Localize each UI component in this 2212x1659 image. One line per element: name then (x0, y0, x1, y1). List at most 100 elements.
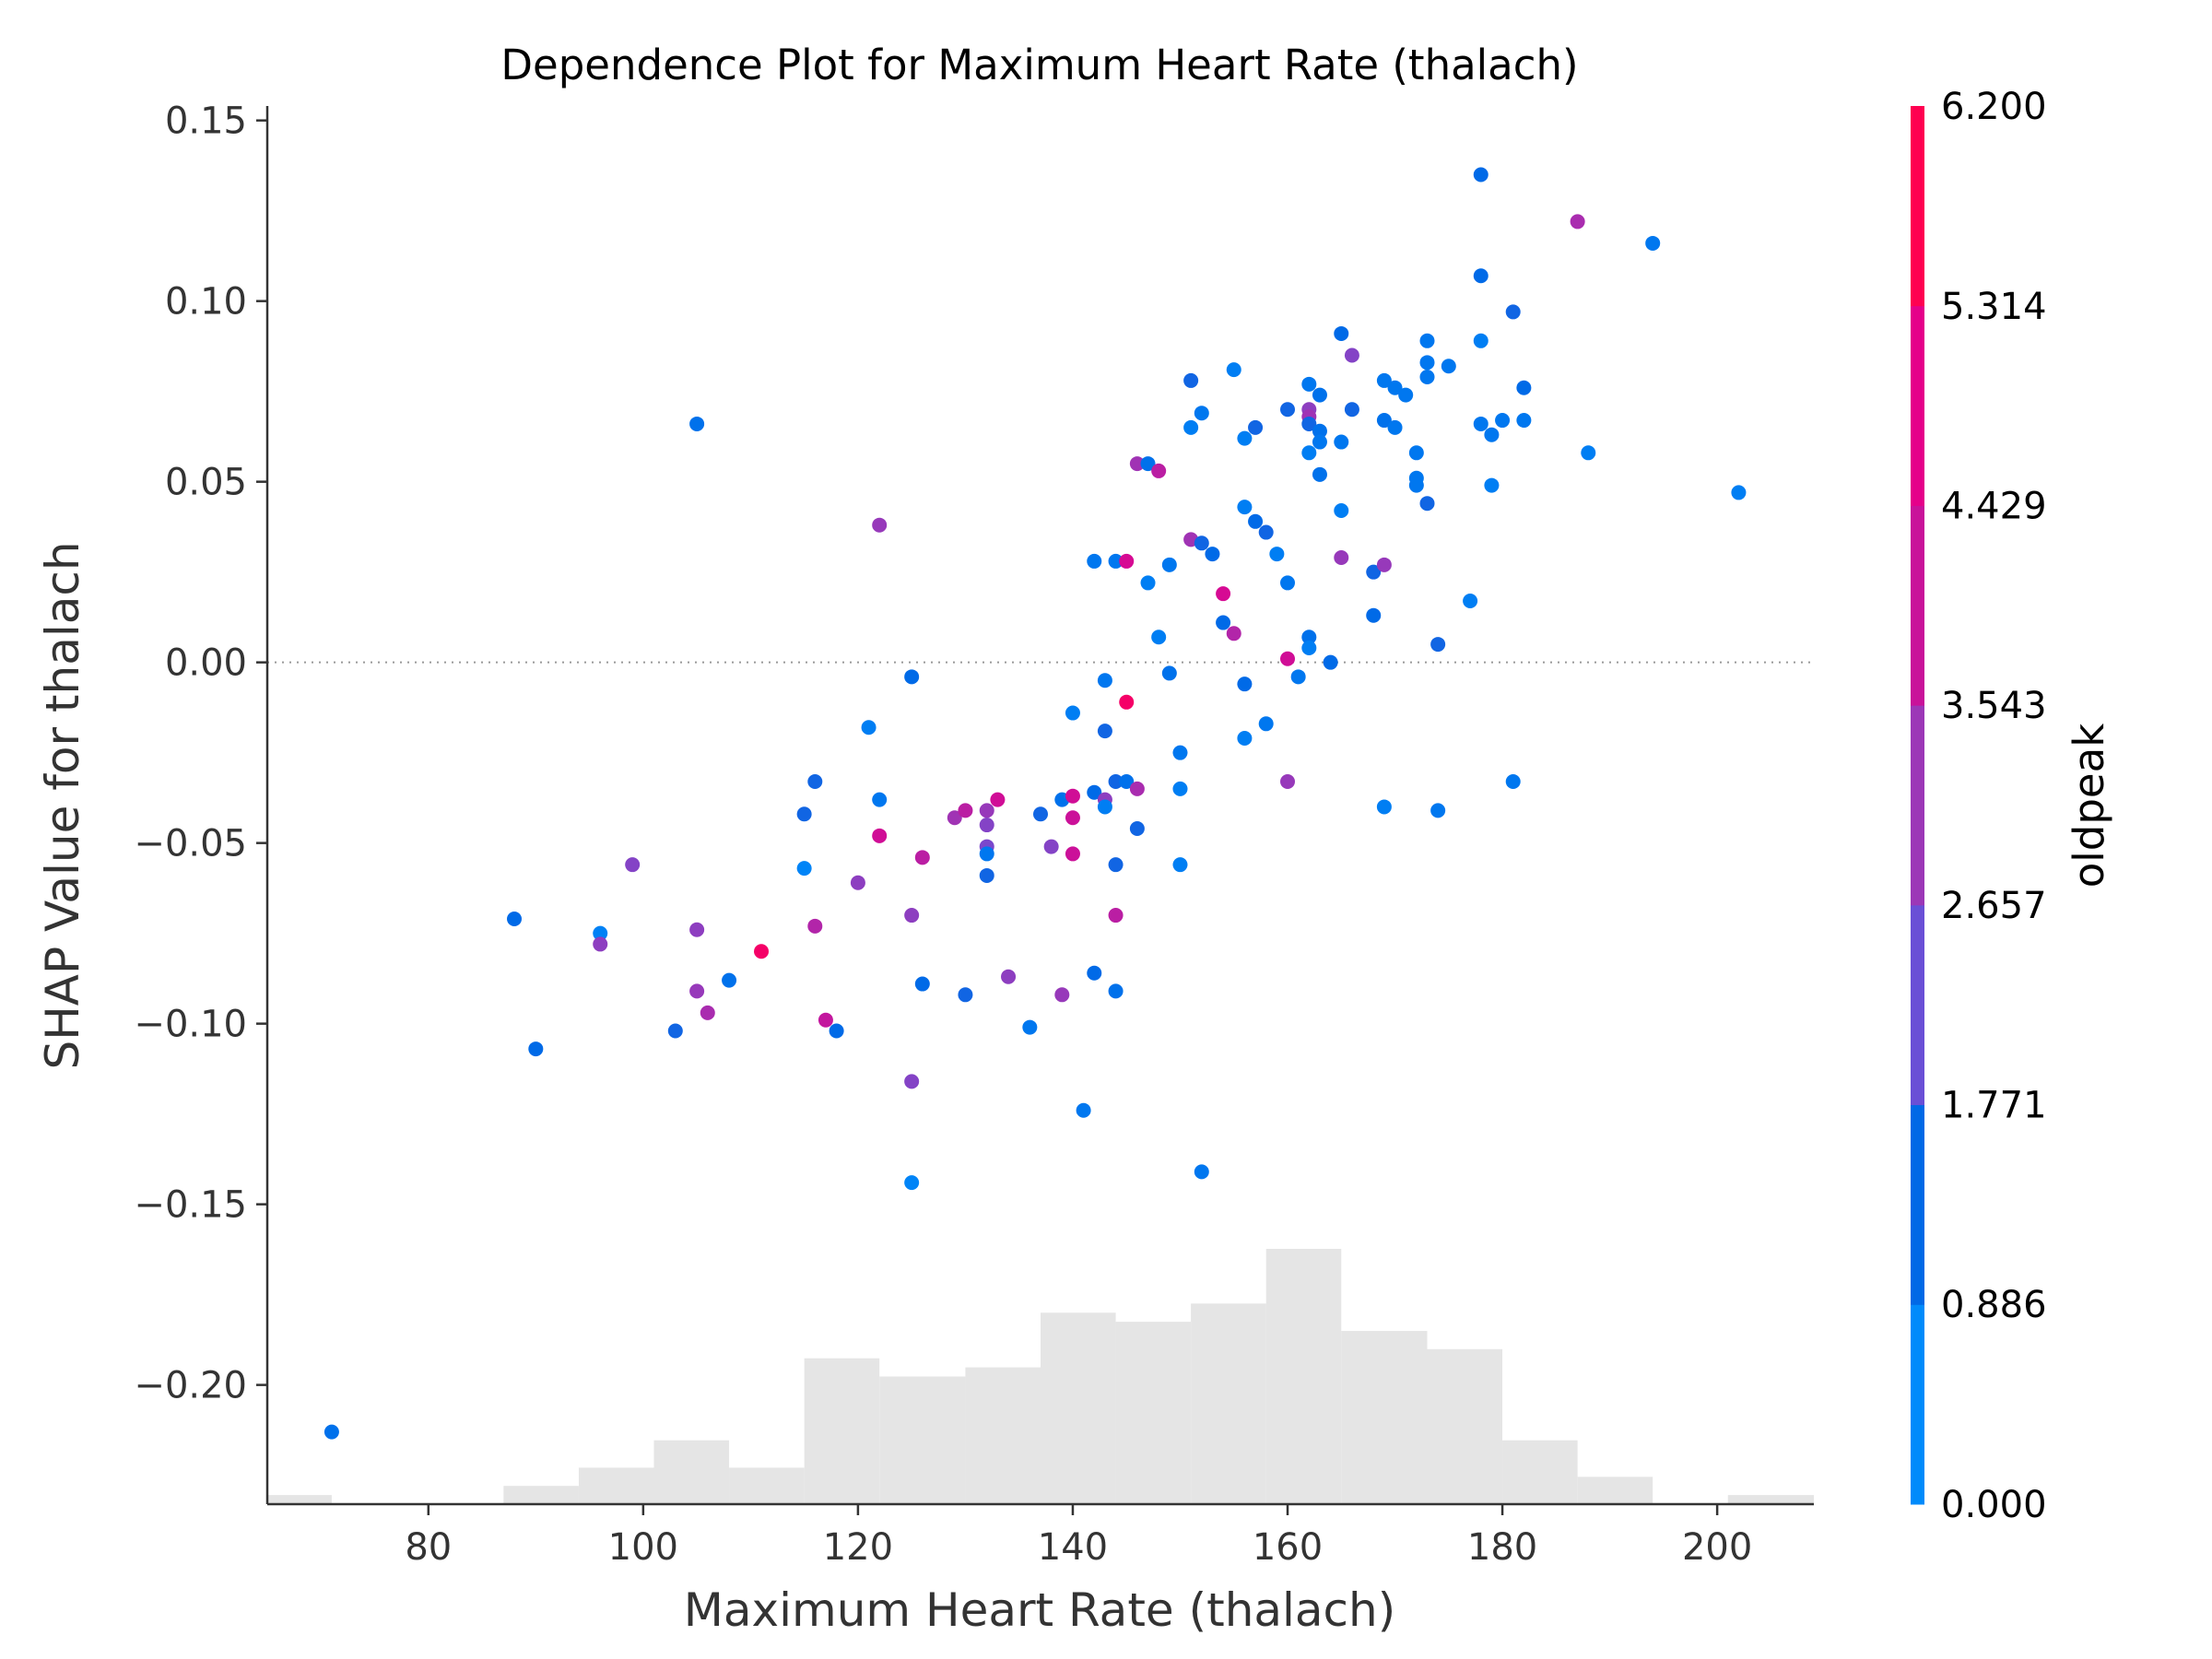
colorbar-tick-label: 6.200 (1941, 86, 2047, 128)
scatter-point (1237, 430, 1253, 446)
scatter-point (1161, 665, 1177, 681)
scatter-point (1216, 586, 1231, 602)
y-tick-label: −0.20 (134, 1365, 247, 1407)
scatter-point (829, 1023, 844, 1039)
scatter-point (850, 875, 865, 890)
histogram-bar (1191, 1303, 1266, 1504)
y-axis-label: SHAP Value for thalach (36, 541, 89, 1069)
scatter-point (1065, 810, 1080, 826)
scatter-point (979, 818, 994, 833)
scatter-point (1376, 413, 1392, 429)
scatter-point (818, 1012, 833, 1028)
scatter-point (1097, 724, 1112, 739)
scatter-point (1334, 549, 1349, 565)
scatter-point (700, 1005, 715, 1020)
x-axis-ticks: 80 100 120 140 160 180 200 (405, 1504, 1752, 1569)
scatter-point (1301, 629, 1317, 645)
scatter-point (1473, 416, 1488, 431)
scatter-point (1312, 387, 1327, 403)
scatter-point (1065, 846, 1080, 862)
scatter-point (754, 944, 770, 959)
scatter-point (1258, 524, 1274, 540)
histogram-bar (267, 1495, 332, 1504)
scatter-point (1248, 513, 1264, 529)
scatter-point (1376, 372, 1392, 388)
scatter-point (1033, 806, 1048, 822)
scatter-point (1108, 553, 1124, 569)
scatter-point (1280, 651, 1296, 666)
scatter-point (1097, 799, 1112, 815)
histogram-bar (578, 1467, 654, 1504)
scatter-point (1484, 477, 1500, 493)
scatter-point (1419, 496, 1435, 512)
histogram-bar (804, 1358, 880, 1504)
scatter-point (1129, 781, 1145, 796)
scatter-point (1237, 730, 1253, 746)
colorbar-tick-label: 4.429 (1941, 485, 2047, 527)
scatter-point (1280, 774, 1296, 790)
colorbar-segment (1911, 1104, 1924, 1305)
x-tick-label: 160 (1253, 1526, 1323, 1569)
scatter-point (904, 908, 920, 924)
y-tick-label: 0.15 (165, 100, 247, 143)
colorbar-tick-label: 5.314 (1941, 286, 2047, 328)
scatter-point (861, 720, 877, 735)
scatter-point (1581, 445, 1596, 461)
scatter-point (1408, 445, 1424, 461)
y-tick-label: 0.05 (165, 462, 247, 504)
y-tick-label: −0.10 (134, 1004, 247, 1046)
scatter-point (979, 867, 994, 883)
scatter-point (904, 1074, 920, 1089)
scatter-point (1119, 694, 1135, 710)
scatter-point (1140, 456, 1156, 472)
scatter-point (1108, 857, 1124, 873)
scatter-point (1216, 615, 1231, 630)
scatter-point (1570, 214, 1585, 229)
scatter-point (1043, 839, 1059, 854)
x-tick-label: 120 (823, 1526, 893, 1569)
scatter-point (1108, 908, 1124, 924)
scatter-point (689, 416, 705, 431)
scatter-point (1087, 965, 1102, 981)
scatter-point (1183, 419, 1199, 435)
scatter-point (1430, 803, 1446, 818)
colorbar-tick-label: 2.657 (1941, 885, 2047, 927)
scatter-point (1731, 485, 1747, 500)
y-tick-label: −0.05 (134, 823, 247, 865)
scatter-point (1237, 500, 1253, 515)
scatter-point (324, 1424, 339, 1440)
chart-title: Dependence Plot for Maximum Heart Rate (… (500, 41, 1578, 89)
scatter-point (1258, 716, 1274, 732)
scatter-point (1430, 637, 1446, 653)
scatter-point (1151, 463, 1167, 478)
scatter-point (1001, 969, 1017, 984)
scatter-point (1301, 445, 1317, 461)
scatter-point (872, 828, 888, 843)
scatter-point (1495, 413, 1511, 429)
colorbar-tick-label: 0.886 (1941, 1284, 2047, 1326)
scatter-point (1334, 325, 1349, 341)
scatter-point (1516, 413, 1532, 429)
colorbar-segment (1911, 1304, 1924, 1505)
scatter-point (1387, 419, 1403, 435)
scatter-point (1108, 774, 1124, 790)
scatter-point (1419, 369, 1435, 384)
histogram-bar (1341, 1331, 1428, 1504)
scatter-point (1419, 355, 1435, 371)
scatter-point (689, 983, 705, 999)
scatter-point (1280, 575, 1296, 591)
scatter-point (1484, 427, 1500, 442)
scatter-point (872, 517, 888, 533)
scatter-point (1505, 774, 1521, 790)
scatter-point (1398, 387, 1414, 403)
histogram-bar (879, 1376, 966, 1504)
scatter-point (1119, 774, 1135, 790)
scatter-point (1366, 564, 1382, 580)
scatter-point (1473, 167, 1488, 182)
scatter-point (507, 911, 523, 926)
scatter-point (722, 972, 737, 988)
scatter-point (1065, 705, 1080, 721)
histogram-bar (653, 1440, 730, 1504)
scatter-point (1463, 594, 1478, 609)
scatter-point (1161, 557, 1177, 572)
